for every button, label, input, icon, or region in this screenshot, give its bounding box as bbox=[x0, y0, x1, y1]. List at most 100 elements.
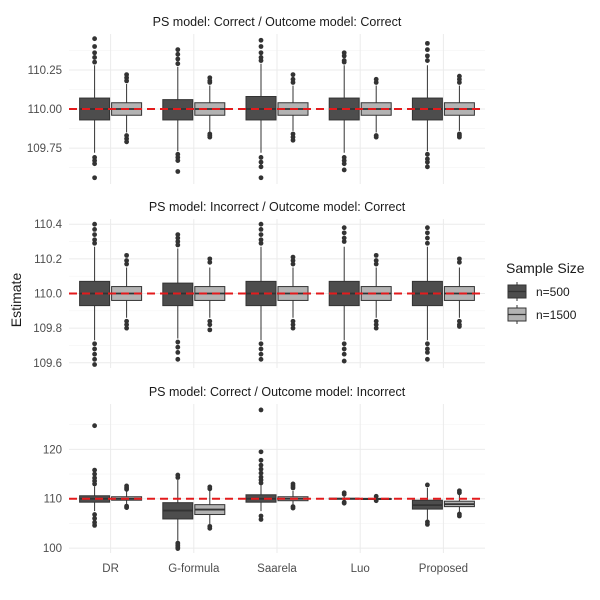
outlier-point bbox=[341, 239, 347, 244]
outlier-point bbox=[258, 159, 264, 165]
outlier-point bbox=[92, 362, 97, 367]
box-n1500-g-formula bbox=[194, 256, 226, 333]
outlier-point bbox=[175, 158, 181, 163]
y-tick-label: 110.4 bbox=[34, 219, 63, 231]
box-n500-dr bbox=[79, 423, 111, 528]
legend-title: Sample Size bbox=[506, 260, 585, 276]
legend-entries: n=500 n=1500 bbox=[507, 282, 577, 324]
y-tick-label: 120 bbox=[43, 444, 62, 456]
outlier-point bbox=[175, 47, 181, 53]
outlier-point bbox=[341, 167, 347, 173]
outlier-point bbox=[258, 407, 264, 413]
outlier-point bbox=[290, 258, 296, 263]
outlier-point bbox=[425, 159, 430, 165]
outlier-point bbox=[258, 341, 264, 347]
outlier-point bbox=[207, 259, 213, 265]
outlier-point bbox=[207, 525, 213, 531]
outlier-point bbox=[341, 235, 347, 241]
outlier-point bbox=[92, 221, 97, 227]
outlier-point bbox=[373, 134, 379, 140]
legend-entry-n500: n=500 bbox=[507, 282, 570, 301]
outlier-point bbox=[92, 423, 97, 429]
outlier-point bbox=[124, 318, 129, 324]
outlier-point bbox=[207, 327, 213, 333]
box-n1500-dr bbox=[111, 252, 143, 331]
outlier-point bbox=[207, 134, 213, 140]
outlier-point bbox=[92, 351, 97, 357]
outlier-point bbox=[258, 226, 264, 232]
outlier-point bbox=[92, 341, 97, 347]
y-tick-label: 110.25 bbox=[28, 65, 62, 77]
box-n1500-proposed bbox=[443, 488, 475, 519]
panel-1: PS model: Correct / Outcome model: Corre… bbox=[27, 15, 485, 184]
outlier-point bbox=[175, 61, 181, 67]
outlier-point bbox=[175, 546, 181, 551]
outlier-point bbox=[425, 47, 430, 53]
outlier-point bbox=[207, 80, 213, 85]
outlier-point bbox=[290, 261, 296, 267]
outlier-point bbox=[425, 225, 430, 231]
outlier-point bbox=[175, 242, 181, 248]
outlier-point bbox=[425, 341, 430, 347]
outlier-point bbox=[92, 516, 97, 521]
y-tick-label: 109.8 bbox=[33, 323, 62, 335]
outlier-point bbox=[290, 254, 296, 260]
outlier-point bbox=[258, 449, 264, 455]
outlier-point bbox=[175, 356, 181, 362]
outlier-point bbox=[175, 475, 181, 480]
y-tick-label: 110.00 bbox=[28, 104, 62, 116]
box-n500-g-formula bbox=[162, 472, 194, 551]
outlier-point bbox=[124, 322, 129, 328]
outlier-point bbox=[457, 134, 462, 140]
box-n500-g-formula bbox=[162, 232, 194, 362]
outlier-point bbox=[175, 169, 181, 174]
outlier-point bbox=[258, 462, 264, 468]
outlier-point bbox=[258, 155, 264, 160]
outlier-point bbox=[258, 466, 264, 472]
box-n500-saarela bbox=[245, 221, 277, 362]
outlier-point bbox=[373, 261, 379, 267]
outlier-point bbox=[457, 259, 462, 265]
box-n500-saarela bbox=[245, 407, 277, 522]
outlier-point bbox=[341, 230, 347, 236]
outlier-point bbox=[290, 72, 296, 78]
outlier-point bbox=[258, 232, 264, 237]
box-n500-dr bbox=[79, 36, 111, 181]
outlier-point bbox=[457, 256, 462, 262]
outlier-point bbox=[92, 226, 97, 232]
outlier-point bbox=[92, 36, 97, 42]
outlier-point bbox=[124, 252, 129, 258]
outlier-point bbox=[425, 151, 430, 157]
outlier-point bbox=[341, 500, 347, 506]
outlier-point bbox=[425, 58, 430, 63]
x-tick-label: G-formula bbox=[168, 563, 220, 575]
outlier-point bbox=[92, 346, 97, 352]
y-axis-title: Estimate bbox=[8, 273, 24, 328]
outlier-point bbox=[341, 225, 347, 231]
box-n500-g-formula bbox=[162, 47, 194, 174]
outlier-point bbox=[425, 482, 430, 488]
outlier-point bbox=[175, 235, 181, 241]
y-tick-label: 110 bbox=[44, 494, 62, 506]
outlier-point bbox=[373, 325, 379, 331]
outlier-point bbox=[207, 256, 213, 262]
outlier-point bbox=[258, 237, 264, 243]
outlier-point bbox=[92, 175, 97, 181]
y-tick-label: 100 bbox=[43, 543, 62, 555]
panel-title: PS model: Correct / Outcome model: Incor… bbox=[149, 385, 406, 399]
outlier-point bbox=[124, 261, 129, 267]
outlier-point bbox=[258, 175, 264, 181]
outlier-point bbox=[290, 325, 296, 331]
outlier-point bbox=[457, 513, 462, 519]
box-n1500-g-formula bbox=[194, 484, 226, 531]
outlier-point bbox=[258, 457, 264, 463]
outlier-point bbox=[258, 480, 264, 486]
outlier-point bbox=[425, 230, 430, 236]
outlier-point bbox=[290, 505, 296, 511]
y-tick-label: 109.6 bbox=[33, 358, 62, 370]
outlier-point bbox=[258, 164, 264, 170]
outlier-point bbox=[175, 51, 181, 57]
outlier-point bbox=[124, 325, 129, 331]
outlier-point bbox=[373, 252, 379, 258]
